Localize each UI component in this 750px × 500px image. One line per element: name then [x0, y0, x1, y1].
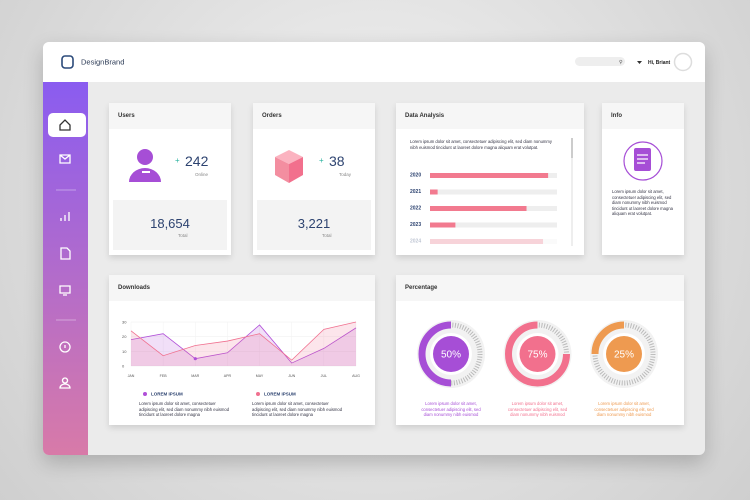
info-card: Info Lorem ipsum dolor sit amet, consecte…	[602, 103, 684, 255]
card-header	[602, 103, 684, 129]
card-title: Users	[118, 113, 135, 119]
stat-label: Today	[339, 172, 352, 177]
stat-number: 242	[185, 153, 209, 169]
stat-plus: +	[319, 156, 324, 165]
card-header	[109, 275, 375, 301]
card-title: Downloads	[118, 285, 151, 291]
downloads-card: Downloads Lorem ipsum dolor sit amet, con…	[109, 275, 375, 425]
card-header	[253, 103, 375, 129]
stat-footer	[257, 200, 371, 250]
stat-total-label: Total	[178, 233, 188, 238]
stat-total: 18,654	[150, 216, 190, 231]
note: Lorem ipsum dolor sit amet, consectetuer…	[139, 401, 230, 418]
stat-footer	[113, 200, 227, 250]
stat-number: 38	[329, 153, 345, 169]
card-header	[396, 103, 584, 129]
note: Lorem ipsum dolor sit amet, consectetuer…	[252, 401, 343, 418]
card-header	[109, 103, 231, 129]
note: Lorem ipsum dolor sit amet, consectetuer…	[594, 401, 654, 418]
stat-total-label: Total	[322, 233, 332, 238]
note: Lorem ipsum dolor sit amet, consectetuer…	[421, 401, 481, 418]
card-title: Info	[611, 113, 622, 119]
note: Lorem ipsum dolor sit amet, consectetuer…	[507, 401, 568, 418]
sidebar	[43, 82, 88, 455]
description: Lorem ipsum dolor sit amet, consectetuer…	[410, 139, 552, 150]
users-card: Users 242 + Online 18,654 Total	[109, 103, 231, 255]
top-bar	[43, 42, 705, 82]
orders-card: Orders 38 + Today 3,221 Total	[253, 103, 375, 255]
card-title: Data Analysis	[405, 113, 445, 119]
stat-plus: +	[175, 156, 180, 165]
card-title: Orders	[262, 113, 282, 119]
stat-label: Online	[195, 172, 209, 177]
stat-total: 3,221	[297, 216, 331, 231]
data-analysis-card: Data Analysis Lorem ipsum dolor sit amet,…	[396, 103, 584, 255]
card-title: Percentage	[405, 285, 438, 291]
card-header	[396, 275, 684, 301]
percentage-card: Percentage Lorem ipsum dolor sit amet, co…	[396, 275, 684, 425]
description: Lorem ipsum dolor sit amet, consectetuer…	[612, 189, 673, 217]
